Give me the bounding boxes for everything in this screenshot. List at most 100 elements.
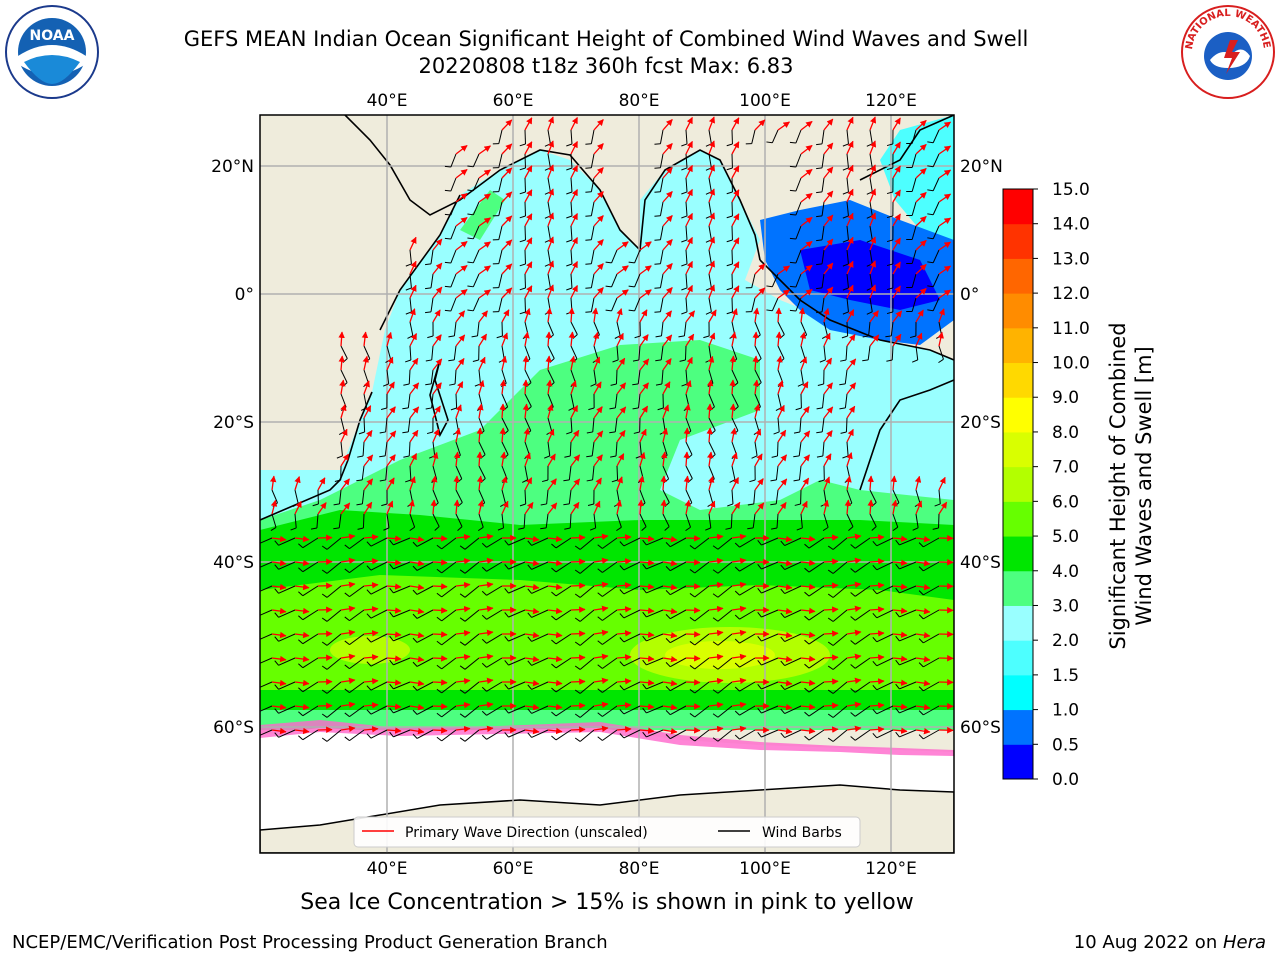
wind-barb	[416, 585, 434, 595]
wave-direction-arrow	[685, 607, 701, 614]
wave-direction-arrow	[892, 631, 908, 638]
wave-direction-arrow	[524, 727, 540, 735]
wind-barb	[408, 369, 411, 385]
wave-direction-arrow	[823, 357, 833, 371]
wind-barb-flag	[459, 737, 466, 742]
wind-barb	[338, 513, 342, 528]
wind-barb	[731, 393, 739, 407]
wind-barb-flag	[827, 641, 834, 646]
wind-barb	[659, 225, 664, 240]
wind-barb	[602, 561, 618, 573]
wind-barb	[455, 489, 463, 503]
wave-direction-arrow	[317, 502, 327, 515]
wave-direction-arrow	[271, 703, 287, 711]
wind-barb-flag	[252, 709, 256, 714]
wave-direction-arrow	[685, 236, 693, 251]
wind-barb	[430, 297, 434, 312]
wave-direction-arrow	[846, 405, 856, 419]
lat-ticks-right: 20°N 0° 20°S 40°S 60°S	[960, 157, 1003, 738]
wind-barb-flag	[366, 565, 372, 571]
wave-direction-arrow	[524, 535, 540, 543]
wind-barb-flag	[527, 732, 532, 738]
wind-barb-flag	[850, 616, 856, 621]
wave-direction-arrow	[432, 334, 442, 347]
wind-barb-flag	[918, 614, 924, 620]
wind-barb-flag	[909, 335, 917, 339]
wind-barb	[854, 657, 871, 669]
footer-date: 10 Aug 2022 on Hera	[1074, 932, 1266, 953]
wave-direction-arrow	[616, 289, 629, 299]
wind-barb	[623, 657, 641, 667]
wind-barb-flag	[619, 733, 625, 739]
wind-barb	[923, 729, 940, 740]
wind-barb	[911, 129, 917, 144]
wind-barb	[409, 513, 416, 528]
wave-direction-arrow	[615, 499, 622, 515]
wind-barb	[876, 609, 894, 619]
wave-direction-arrow	[867, 475, 874, 491]
wind-barb	[923, 681, 940, 692]
wind-barb-flag	[841, 335, 848, 339]
wind-barb	[776, 441, 779, 457]
wind-barb	[508, 609, 526, 618]
sea-ice-edge	[260, 720, 954, 756]
wave-direction-arrow	[708, 188, 715, 203]
noaa-logo-text: NOAA	[30, 28, 75, 44]
wind-barb	[570, 153, 573, 169]
wave-direction-arrow	[869, 582, 885, 589]
wind-barb	[441, 633, 457, 646]
wave-direction-arrow	[639, 535, 655, 542]
colorbar-swatch	[1003, 640, 1033, 676]
wind-barb-flag	[566, 143, 573, 147]
wind-barb-flag	[574, 545, 581, 550]
wave-direction-arrow	[685, 655, 701, 662]
wind-barb-flag	[459, 713, 466, 718]
wind-barb-flag	[504, 732, 509, 738]
wave-direction-arrow	[478, 356, 486, 371]
wind-barb	[761, 585, 779, 594]
wind-barb-flag	[450, 407, 457, 411]
wind-barb-flag	[840, 431, 847, 434]
wave-direction-arrow	[891, 499, 898, 515]
wind-barb	[751, 129, 756, 144]
wind-barb-flag	[402, 407, 409, 410]
wave-direction-arrow	[823, 606, 839, 613]
wave-direction-arrow	[409, 680, 425, 687]
wind-barb	[393, 657, 411, 666]
wind-barb	[708, 393, 715, 408]
wind-barb	[623, 633, 641, 643]
wave-direction-arrow	[340, 453, 350, 467]
wind-barb	[570, 273, 573, 289]
colorbar: 0.00.51.01.52.03.04.05.06.07.08.09.010.0…	[1002, 180, 1090, 790]
wave-direction-arrow	[915, 263, 927, 275]
wave-direction-arrow	[547, 478, 557, 491]
wind-barb	[602, 633, 618, 645]
wind-barb-flag	[597, 568, 603, 573]
wind-barb-flag	[619, 709, 625, 715]
map-title: GEFS MEAN Indian Ocean Significant Heigh…	[183, 27, 1029, 51]
wind-barb	[808, 657, 825, 669]
wave-direction-arrow	[570, 654, 586, 661]
lon-tick-bottom: 80°E	[619, 859, 660, 879]
wind-barb-flag	[641, 526, 647, 531]
wind-barb-flag	[850, 688, 856, 693]
wave-direction-arrow	[430, 499, 437, 515]
wind-barb	[685, 417, 692, 432]
wave-direction-arrow	[729, 403, 737, 419]
wind-barb-flag	[689, 665, 696, 670]
wind-barb-flag	[780, 588, 786, 594]
wave-direction-arrow	[800, 288, 813, 299]
wind-barb	[730, 513, 733, 529]
wind-barb	[623, 561, 641, 571]
wind-barb-flag	[789, 189, 796, 192]
wind-barb-flag	[771, 455, 778, 458]
wind-barb	[752, 513, 756, 528]
wind-barb	[623, 705, 641, 715]
wave-direction-arrow	[340, 701, 356, 709]
wind-barb-flag	[655, 335, 662, 338]
wind-barb	[569, 513, 572, 529]
wind-barb-flag	[642, 635, 647, 642]
wind-barb	[441, 729, 457, 742]
wind-barb	[416, 681, 434, 691]
wind-barb	[761, 633, 779, 642]
